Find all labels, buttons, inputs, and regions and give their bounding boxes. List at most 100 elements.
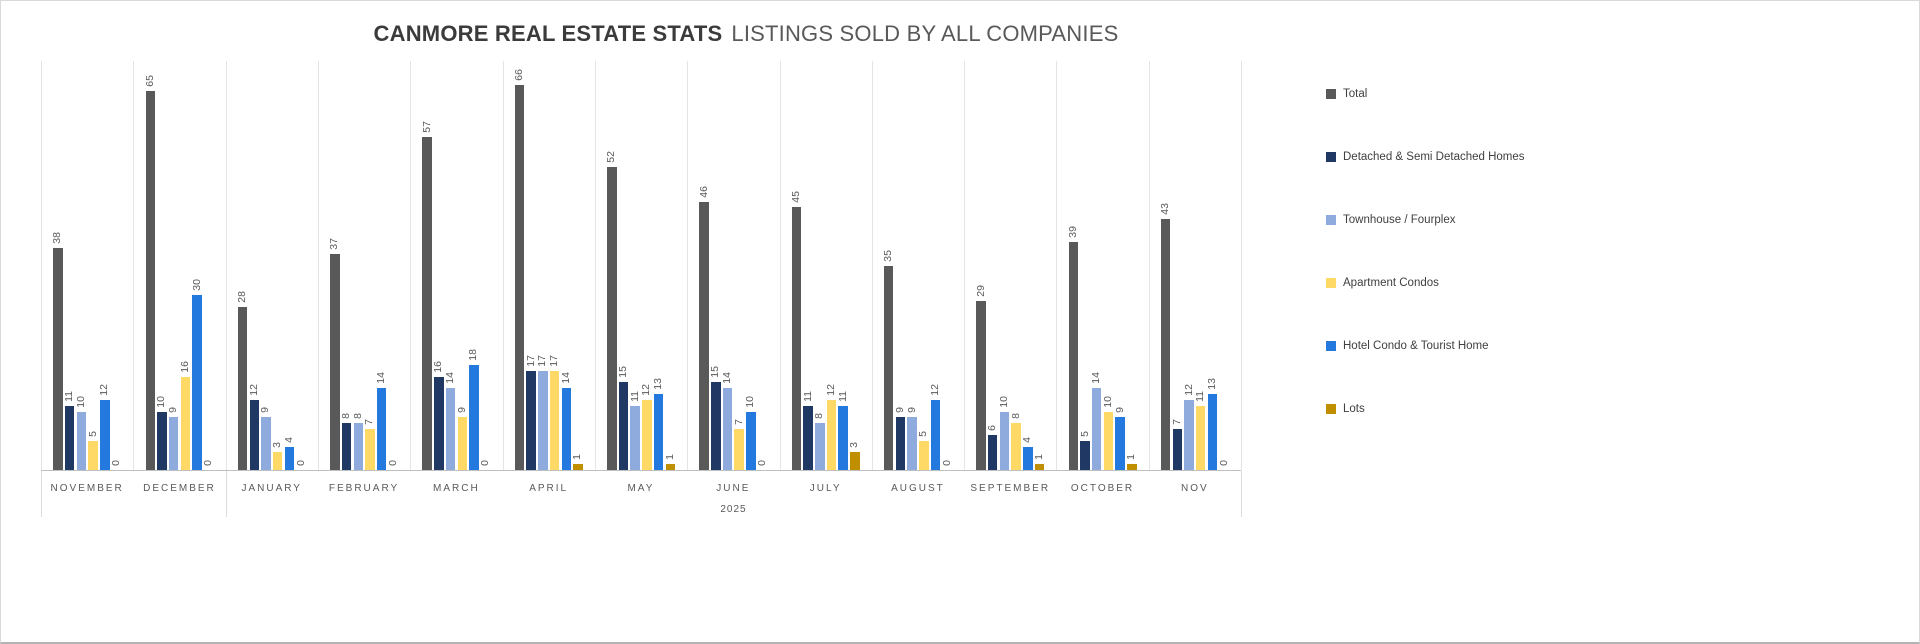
bar-value-label-hotel-condo-tourist-home-june: 10 — [744, 396, 757, 408]
bar-detached-semi-detached-homes-november — [64, 406, 75, 470]
bar-total-july — [791, 207, 802, 470]
bar-value-label-total-april: 66 — [512, 69, 525, 81]
bar-value-label-total-december: 65 — [143, 75, 156, 87]
bar-value-label-lots-nov: 0 — [1217, 460, 1230, 466]
bar-value-label-total-august: 35 — [882, 250, 895, 262]
gridline — [133, 61, 135, 470]
bar-townhouse-fourplex-may — [630, 406, 640, 470]
bar-value-label-apartment-condos-january: 3 — [271, 442, 284, 448]
bar-hotel-condo-tourist-home-september — [1023, 447, 1033, 470]
legend-item-total: Total — [1326, 88, 1525, 100]
gridline — [1148, 61, 1150, 470]
bar-detached-semi-detached-homes-april — [526, 371, 536, 470]
gridline — [317, 61, 319, 470]
gridline — [594, 61, 596, 470]
bar-value-label-apartment-condos-april: 17 — [548, 355, 560, 367]
bar-apartment-condos-august — [919, 441, 929, 470]
bar-value-label-apartment-condos-september: 8 — [1009, 413, 1022, 419]
month-label-september: SEPTEMBER — [970, 483, 1051, 494]
axis-separator-tick — [226, 471, 227, 517]
bar-value-label-hotel-condo-tourist-home-october: 9 — [1113, 407, 1126, 413]
legend-label: Lots — [1343, 403, 1365, 415]
bar-value-label-lots-april: 1 — [571, 454, 584, 460]
axis-separator-tick — [41, 471, 42, 517]
bar-value-label-lots-december: 0 — [202, 460, 215, 466]
bar-value-label-townhouse-fourplex-september: 10 — [997, 396, 1010, 408]
bar-detached-semi-detached-homes-august — [895, 417, 906, 470]
bar-value-label-apartment-condos-october: 10 — [1101, 396, 1114, 408]
bar-apartment-condos-september — [1011, 423, 1021, 470]
bar-value-label-total-july: 45 — [789, 191, 802, 203]
bar-detached-semi-detached-homes-december — [157, 412, 167, 470]
bar-total-february — [330, 254, 340, 470]
month-label-november: NOVEMBER — [50, 483, 124, 494]
bar-detached-semi-detached-homes-july — [803, 406, 813, 470]
bar-hotel-condo-tourist-home-december — [192, 295, 202, 470]
month-label-december: DECEMBER — [143, 483, 216, 494]
month-label-july: JULY — [809, 483, 842, 494]
bar-apartment-condos-july — [826, 400, 837, 470]
bar-value-label-lots-january: 0 — [294, 460, 307, 466]
bar-value-label-total-october: 39 — [1066, 226, 1079, 238]
bar-value-label-hotel-condo-tourist-home-september: 4 — [1021, 437, 1034, 443]
bar-townhouse-fourplex-july — [815, 423, 825, 470]
bar-lots-may — [665, 464, 675, 470]
bar-value-label-total-march: 57 — [420, 121, 433, 133]
bar-townhouse-fourplex-june — [722, 388, 733, 470]
legend-label: Hotel Condo & Tourist Home — [1343, 340, 1489, 352]
bar-value-label-lots-july: 3 — [848, 442, 861, 448]
bar-townhouse-fourplex-february — [353, 423, 363, 470]
bar-value-label-townhouse-fourplex-october: 14 — [1090, 372, 1103, 384]
bar-total-october — [1068, 242, 1078, 470]
plot-area: 38 65 28 37 57 66 52 46 45 35 29 39 43 11 10 12 8 16 17 15 1… — [41, 61, 1242, 471]
bar-value-label-townhouse-fourplex-august: 9 — [905, 407, 918, 413]
bar-value-label-total-november: 38 — [51, 232, 64, 244]
bar-value-label-townhouse-fourplex-november: 10 — [74, 396, 87, 408]
month-label-may: MAY — [627, 483, 655, 494]
bar-townhouse-fourplex-april — [538, 371, 548, 470]
bar-value-label-hotel-condo-tourist-home-july: 11 — [836, 391, 849, 402]
bar-detached-semi-detached-homes-june — [711, 382, 721, 470]
legend-swatch-icon — [1326, 404, 1336, 414]
bar-value-label-lots-november: 0 — [109, 460, 122, 466]
bar-apartment-condos-december — [180, 377, 191, 470]
bar-hotel-condo-tourist-home-march — [469, 365, 479, 470]
month-label-nov: NOV — [1181, 483, 1209, 494]
bar-total-nov — [1160, 219, 1171, 470]
month-label-january: JANUARY — [241, 483, 302, 494]
bar-value-label-apartment-condos-march: 9 — [455, 407, 468, 413]
bar-apartment-condos-january — [272, 452, 283, 470]
bar-apartment-condos-october — [1103, 412, 1114, 470]
bar-townhouse-fourplex-november — [76, 412, 87, 470]
gridline — [41, 61, 42, 470]
bar-value-label-hotel-condo-tourist-home-april: 14 — [559, 372, 572, 384]
bar-apartment-condos-february — [365, 429, 375, 470]
legend-item-detached-semi-detached-homes: Detached & Semi Detached Homes — [1326, 151, 1525, 163]
bar-townhouse-fourplex-september — [999, 412, 1010, 470]
bar-value-label-hotel-condo-tourist-home-march: 18 — [467, 349, 480, 361]
bar-total-november — [53, 248, 63, 470]
month-label-march: MARCH — [433, 483, 480, 494]
bar-value-label-lots-february: 0 — [386, 460, 399, 466]
chart-title-sub: LISTINGS SOLD BY ALL COMPANIES — [731, 21, 1119, 46]
bar-apartment-condos-march — [457, 417, 467, 470]
bar-value-label-detached-semi-detached-homes-nov: 7 — [1170, 419, 1183, 425]
bar-value-label-total-nov: 43 — [1159, 203, 1172, 215]
bar-value-label-lots-september: 1 — [1033, 454, 1045, 460]
bar-hotel-condo-tourist-home-april — [561, 388, 571, 470]
bar-value-label-apartment-condos-august: 5 — [917, 431, 930, 437]
bar-value-label-lots-may: 1 — [663, 454, 676, 460]
bar-hotel-condo-tourist-home-january — [284, 447, 295, 470]
chart-title-main: CANMORE REAL ESTATE STATS — [373, 21, 723, 46]
bar-townhouse-fourplex-nov — [1184, 400, 1194, 470]
gridline — [502, 61, 504, 470]
bar-detached-semi-detached-homes-nov — [1172, 429, 1182, 470]
legend-swatch-icon — [1326, 215, 1336, 225]
bar-detached-semi-detached-homes-may — [618, 382, 629, 470]
legend-item-lots: Lots — [1326, 403, 1525, 415]
bar-total-june — [699, 202, 709, 470]
bar-value-label-hotel-condo-tourist-home-december: 30 — [190, 279, 203, 291]
bar-lots-september — [1034, 464, 1045, 470]
legend-label: Total — [1343, 88, 1368, 100]
